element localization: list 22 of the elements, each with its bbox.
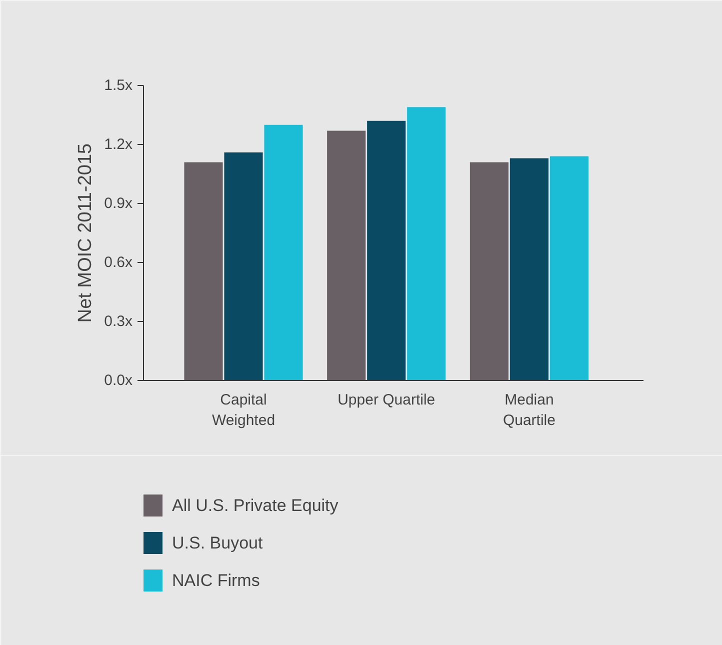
legend-label: NAIC Firms [172, 571, 260, 590]
bar [367, 120, 406, 380]
bar [327, 130, 366, 380]
y-tick-label: 0.9x [104, 195, 133, 212]
bar [264, 124, 303, 380]
y-tick-label: 0.3x [104, 313, 133, 330]
legend-label: U.S. Buyout [172, 534, 263, 552]
bar [550, 156, 588, 380]
bar [510, 158, 548, 380]
bar [407, 107, 446, 380]
y-axis-title: Net MOIC 2011-2015 [75, 143, 96, 323]
y-tick-label: 1.2x [104, 136, 133, 153]
y-tick-label: 1.5x [104, 77, 133, 94]
y-tick-label: 0.6x [104, 254, 133, 271]
x-tick-label: Upper Quartile [338, 392, 436, 408]
bar [184, 162, 223, 380]
y-tick-label: 0.0x [104, 372, 133, 389]
x-tick-label: Capital Weighted [212, 392, 276, 429]
bar [470, 162, 508, 380]
legend-label: All U.S. Private Equity [172, 496, 339, 515]
x-tick-label: Median Quartile [502, 392, 556, 429]
bar [224, 152, 263, 380]
